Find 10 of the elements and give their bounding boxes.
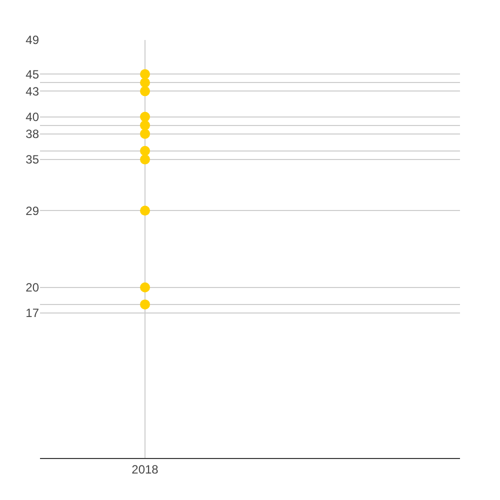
y-tick-label: 29 bbox=[26, 204, 40, 218]
y-tick-label: 40 bbox=[26, 110, 40, 124]
y-tick-label: 38 bbox=[26, 127, 40, 142]
y-tick-label: 20 bbox=[26, 280, 40, 295]
x-tick-label: 2018 bbox=[132, 462, 159, 476]
y-tick-label: 43 bbox=[26, 84, 40, 98]
y-tick-label: 45 bbox=[26, 67, 40, 82]
y-tick-label: 17 bbox=[26, 306, 40, 320]
y-tick-label: 49 bbox=[26, 33, 40, 48]
y-tick-label: 35 bbox=[26, 152, 40, 167]
